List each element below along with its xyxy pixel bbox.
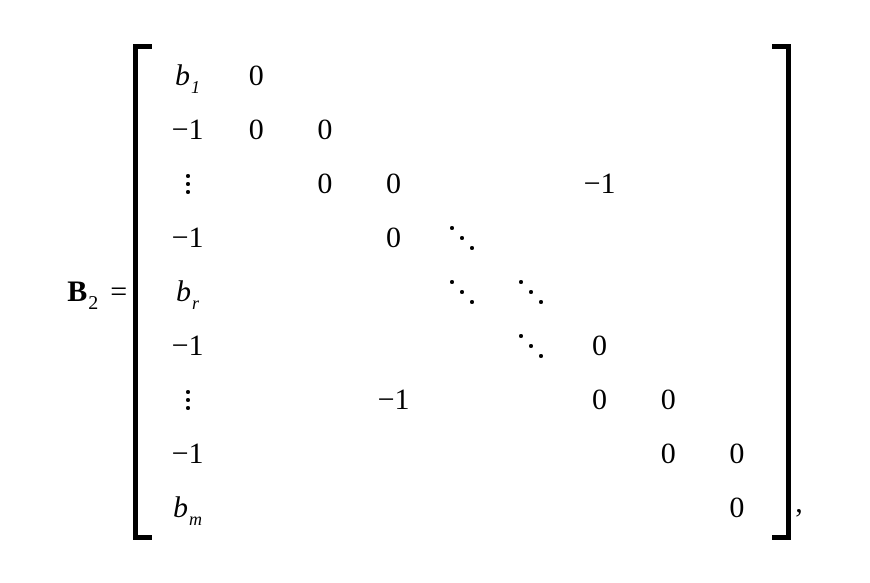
cell-r8c1: −1 [162,434,213,474]
cell-r7c9 [712,380,763,420]
cell-r9c5 [437,488,488,528]
matrix-grid: b1 0 −1 0 0 0 0 [152,44,772,540]
cell-r7c8: 0 [643,380,694,420]
cell-r6c3 [300,326,351,366]
cell-r3c2 [231,164,282,204]
cell-r4c8 [643,218,694,258]
cell-r1c2: 0 [231,56,282,96]
matrix-equation: B 2 = b1 0 −1 0 0 [67,44,802,540]
cell-r7c4: −1 [368,380,419,420]
cell-r7c2 [231,380,282,420]
cell-r8c2 [231,434,282,474]
ddots-icon [442,218,482,258]
cell-r8c8: 0 [643,434,694,474]
cell-r5c5 [437,272,488,312]
cell-r3c4: 0 [368,164,419,204]
cell-r8c3 [300,434,351,474]
cell-r8c5 [437,434,488,474]
cell-r2c1: −1 [162,110,213,150]
cell-r9c4 [368,488,419,528]
cell-r9c2 [231,488,282,528]
right-bracket [772,44,791,540]
vdots-icon [186,174,190,194]
cell-r6c4 [368,326,419,366]
cell-r8c7 [574,434,625,474]
cell-r6c2 [231,326,282,366]
cell-r2c8 [643,110,694,150]
cell-r2c5 [437,110,488,150]
left-bracket [133,44,152,540]
cell-r3c1 [162,164,213,204]
cell-r5c9 [712,272,763,312]
cell-r7c3 [300,380,351,420]
cell-r2c7 [574,110,625,150]
cell-r4c7 [574,218,625,258]
cell-r9c6 [506,488,557,528]
cell-r6c5 [437,326,488,366]
lhs-letter: B [67,275,87,309]
cell-r7c5 [437,380,488,420]
cell-r3c8 [643,164,694,204]
cell-r5c4 [368,272,419,312]
cell-r7c7: 0 [574,380,625,420]
matrix: b1 0 −1 0 0 0 0 [133,44,791,540]
cell-r1c6 [506,56,557,96]
cell-r6c1: −1 [162,326,213,366]
cell-r9c1: bm [162,488,213,528]
cell-r5c8 [643,272,694,312]
trailing-comma: , [795,486,803,520]
cell-r5c1: br [162,272,213,312]
cell-r1c7 [574,56,625,96]
cell-r8c6 [506,434,557,474]
cell-r6c6 [506,326,557,366]
cell-r8c4 [368,434,419,474]
cell-r9c9: 0 [712,488,763,528]
vdots-icon [186,390,190,410]
cell-r3c6 [506,164,557,204]
cell-r3c7: −1 [574,164,625,204]
cell-r5c7 [574,272,625,312]
cell-r6c9 [712,326,763,366]
cell-r8c9: 0 [712,434,763,474]
cell-r6c7: 0 [574,326,625,366]
cell-r1c8 [643,56,694,96]
cell-r7c6 [506,380,557,420]
cell-r3c9 [712,164,763,204]
cell-r1c3 [300,56,351,96]
cell-r4c6 [506,218,557,258]
cell-r7c1 [162,380,213,420]
cell-r6c8 [643,326,694,366]
cell-r3c5 [437,164,488,204]
ddots-icon [511,272,551,312]
cell-r2c2: 0 [231,110,282,150]
cell-r1c4 [368,56,419,96]
equals-sign: = [110,275,127,309]
cell-r4c5 [437,218,488,258]
cell-r9c3 [300,488,351,528]
cell-r2c3: 0 [300,110,351,150]
cell-r1c9 [712,56,763,96]
cell-r9c8 [643,488,694,528]
ddots-icon [442,272,482,312]
cell-r5c6 [506,272,557,312]
cell-r4c1: −1 [162,218,213,258]
cell-r5c3 [300,272,351,312]
ddots-icon [511,326,551,366]
cell-r4c9 [712,218,763,258]
cell-r2c4 [368,110,419,150]
cell-r1c1: b1 [162,56,213,96]
cell-r3c3: 0 [300,164,351,204]
cell-r4c3 [300,218,351,258]
cell-r2c6 [506,110,557,150]
cell-r1c5 [437,56,488,96]
cell-r4c4: 0 [368,218,419,258]
lhs-symbol: B 2 [67,275,98,309]
lhs-subscript: 2 [88,292,98,315]
cell-r2c9 [712,110,763,150]
cell-r5c2 [231,272,282,312]
cell-r9c7 [574,488,625,528]
cell-r4c2 [231,218,282,258]
